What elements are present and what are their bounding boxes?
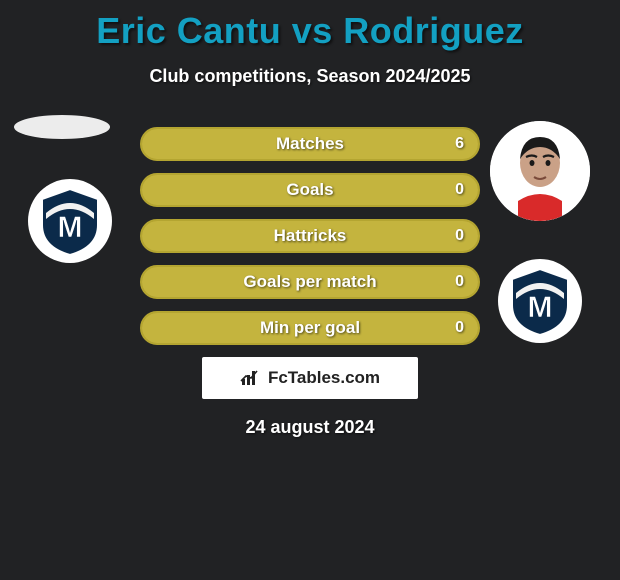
stat-row: Hattricks0	[140, 219, 480, 253]
stat-label: Goals	[142, 175, 478, 205]
stats-list: Matches6Goals0Hattricks0Goals per match0…	[140, 121, 480, 345]
header: Eric Cantu vs Rodriguez Club competition…	[0, 0, 620, 87]
stat-value-right: 0	[455, 267, 464, 297]
page-title: Eric Cantu vs Rodriguez	[0, 10, 620, 52]
player-right-club-badge: M	[498, 259, 582, 343]
stat-value-right: 6	[455, 129, 464, 159]
stat-row: Min per goal0	[140, 311, 480, 345]
avatar-blank-icon	[14, 115, 110, 139]
stat-label: Matches	[142, 129, 478, 159]
player-right-avatar	[490, 121, 590, 221]
stat-row: Goals0	[140, 173, 480, 207]
page-subtitle: Club competitions, Season 2024/2025	[0, 66, 620, 87]
stat-row: Matches6	[140, 127, 480, 161]
branding-text: FcTables.com	[268, 368, 380, 388]
stat-row: Goals per match0	[140, 265, 480, 299]
player-left-club-badge: M	[28, 179, 112, 263]
stat-value-right: 0	[455, 175, 464, 205]
stat-value-right: 0	[455, 313, 464, 343]
branding-badge: FcTables.com	[202, 357, 418, 399]
svg-text:M: M	[58, 211, 83, 244]
stat-value-right: 0	[455, 221, 464, 251]
bar-chart-icon	[240, 369, 262, 387]
comparison-content: M M Matches6Goals0Hattricks0Goals per ma…	[0, 121, 620, 438]
stat-label: Min per goal	[142, 313, 478, 343]
stat-label: Hattricks	[142, 221, 478, 251]
stat-label: Goals per match	[142, 267, 478, 297]
svg-text:M: M	[528, 291, 553, 324]
infographic-date: 24 august 2024	[0, 417, 620, 438]
